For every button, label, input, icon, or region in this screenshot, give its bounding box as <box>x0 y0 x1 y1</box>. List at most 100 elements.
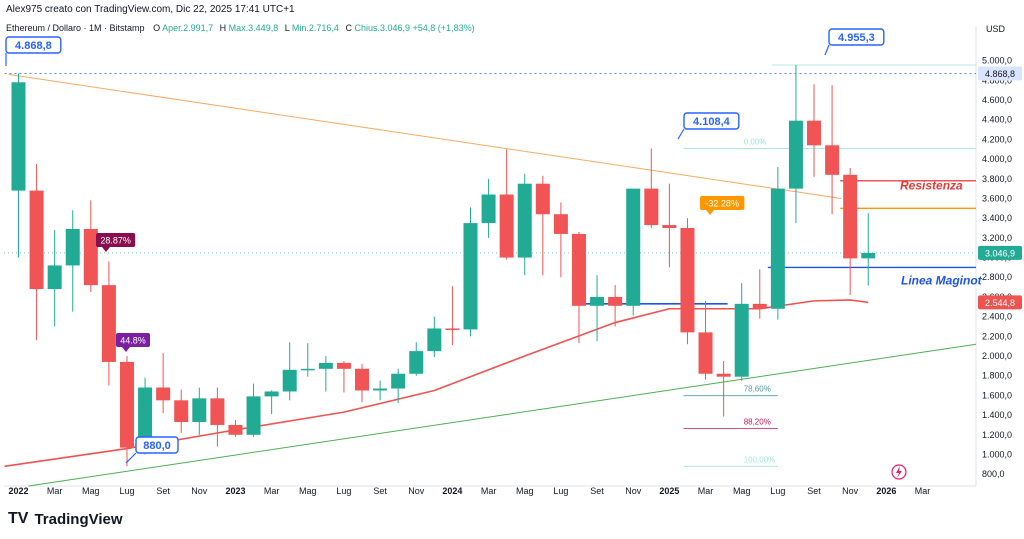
candle-body[interactable] <box>825 145 840 175</box>
overlays: 0,00% 78,60% 88,20% 100,00% 4.868,8 880,0 4.10… <box>5 28 983 480</box>
candle-body[interactable] <box>553 214 568 234</box>
candle-body[interactable] <box>65 228 80 266</box>
candle-body[interactable] <box>29 190 44 290</box>
candle-body[interactable] <box>228 424 243 435</box>
candle-body[interactable] <box>608 296 623 306</box>
ath-price-box[interactable] <box>828 28 885 46</box>
candle-body[interactable] <box>517 183 532 258</box>
candle-body[interactable] <box>174 400 189 422</box>
low-price-label: 880,0 <box>143 440 171 452</box>
x-tick-label: Mag <box>733 486 751 496</box>
y-tick-label: 5.000,0 <box>982 56 1012 66</box>
y-tick-label: 1.800,0 <box>982 371 1012 381</box>
low-label: L <box>284 23 290 33</box>
candle-body[interactable] <box>101 285 116 362</box>
descending-trendline[interactable] <box>8 73 842 199</box>
x-tick-label: Set <box>156 486 170 496</box>
candle-body[interactable] <box>138 387 153 447</box>
top-left-price-box[interactable] <box>5 36 62 54</box>
y-tick-label: 800,0 <box>982 469 1005 479</box>
ath-badge <box>978 66 1022 81</box>
y-tick-label: 3.800,0 <box>982 174 1012 184</box>
percent-b-tag[interactable] <box>116 333 150 347</box>
candle-body[interactable] <box>336 362 351 369</box>
candle-body[interactable] <box>427 328 442 352</box>
brand-text: TradingView <box>34 510 123 528</box>
candle-body[interactable] <box>156 387 171 401</box>
x-tick-label: 2025 <box>659 486 679 496</box>
callout-pointer <box>125 452 137 464</box>
y-tick-label: 3.600,0 <box>982 193 1012 203</box>
candles[interactable] <box>11 65 876 467</box>
candle-body[interactable] <box>861 252 876 259</box>
x-tick-label: Nov <box>625 486 642 496</box>
candle-body[interactable] <box>318 362 333 369</box>
candle-body[interactable] <box>373 388 388 391</box>
x-tick-label: Mar <box>47 486 63 496</box>
candle-body[interactable] <box>463 223 478 330</box>
candle-body[interactable] <box>246 396 261 435</box>
x-axis[interactable]: 2022 Mar Mag Lug Set Nov 2023 Mar Mag Lug Set Nov 20… <box>8 486 930 496</box>
candle-body[interactable] <box>192 398 207 422</box>
candle-body[interactable] <box>83 228 98 286</box>
x-tick-label: Mar <box>481 486 497 496</box>
moving-average-badge-label: 2.544,8 <box>985 298 1015 308</box>
y-tick-label: 4.400,0 <box>982 115 1012 125</box>
candle-body[interactable] <box>698 332 713 374</box>
maginot-annotation[interactable]: Linea Maginot <box>901 273 983 287</box>
candle-body[interactable] <box>282 369 297 392</box>
candle-body[interactable] <box>300 368 315 371</box>
flash-alert-icon[interactable] <box>891 464 907 480</box>
x-tick-label: Lug <box>770 486 785 496</box>
candle-body[interactable] <box>843 174 858 259</box>
close-value: Chius.3.046,9 <box>354 23 411 33</box>
x-tick-label: Mar <box>698 486 714 496</box>
candle-body[interactable] <box>807 120 822 146</box>
candle-body[interactable] <box>662 225 677 229</box>
resistance-annotation[interactable]: Resistenza <box>900 179 963 193</box>
candle-body[interactable] <box>752 303 767 309</box>
attribution: Alex975 creato con TradingView.com, Dic … <box>6 4 295 15</box>
candle-body[interactable] <box>11 82 26 191</box>
candle-body[interactable] <box>734 303 749 377</box>
percent-a-label: 28.87% <box>100 236 131 246</box>
candle-body[interactable] <box>535 183 550 215</box>
candle-body[interactable] <box>210 398 225 425</box>
candle-body[interactable] <box>47 265 62 290</box>
candle-body[interactable] <box>445 328 460 330</box>
candle-body[interactable] <box>481 194 496 224</box>
candle-body[interactable] <box>788 120 803 189</box>
tradingview-brand[interactable]: TV TradingView <box>8 510 123 528</box>
percent-a-tag[interactable] <box>96 233 136 247</box>
y-tick-label: 4.000,0 <box>982 154 1012 164</box>
candle-body[interactable] <box>264 391 279 397</box>
x-tick-label: Set <box>807 486 821 496</box>
y-tick-label: 1.200,0 <box>982 430 1012 440</box>
candle-body[interactable] <box>409 351 424 374</box>
y-axis[interactable]: USD 800,0 1.000,0 1.200,0 1.400,0 1.600,0 1.8… <box>978 24 1022 479</box>
support-trendline[interactable] <box>28 343 977 487</box>
percent-c-tag[interactable] <box>700 196 745 210</box>
candle-body[interactable] <box>590 296 605 306</box>
candle-body[interactable] <box>716 373 731 377</box>
candle-body[interactable] <box>644 188 659 226</box>
y-tick-label: 2.800,0 <box>982 272 1012 282</box>
symbol-name[interactable]: Ethereum / Dollaro · 1M · Bitstamp <box>6 23 145 33</box>
candle-body[interactable] <box>770 188 785 309</box>
mid-high-price-box[interactable] <box>683 112 740 130</box>
candle-body[interactable] <box>119 361 134 448</box>
y-tick-label: 3.200,0 <box>982 233 1012 243</box>
y-tick-label: 4.600,0 <box>982 95 1012 105</box>
candle-body[interactable] <box>499 194 514 258</box>
low-price-box[interactable] <box>135 436 179 454</box>
candle-body[interactable] <box>680 228 695 333</box>
candle-body[interactable] <box>626 188 641 306</box>
x-tick-label: Lug <box>336 486 351 496</box>
low-value: Min.2.716,4 <box>291 23 339 33</box>
candle-body[interactable] <box>355 368 370 391</box>
candle-body[interactable] <box>571 233 586 306</box>
callout-pointer <box>824 44 830 56</box>
percent-c-arrow-icon <box>706 210 714 215</box>
candle-body[interactable] <box>391 373 406 389</box>
